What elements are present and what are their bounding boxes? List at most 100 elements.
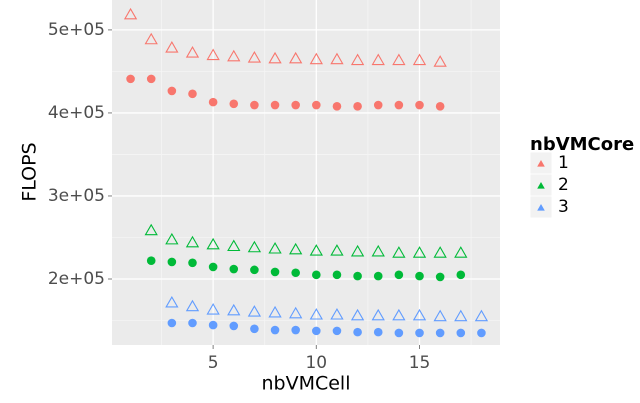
circle-point — [270, 267, 280, 277]
legend-marker — [537, 160, 545, 167]
circle-point — [415, 100, 424, 110]
triangle-point — [247, 51, 262, 63]
triangle-point — [144, 223, 158, 236]
legend-marker — [537, 204, 545, 211]
triangle-point — [474, 309, 489, 322]
circle-point — [353, 101, 362, 111]
triangle-point — [206, 237, 220, 250]
circle-point — [332, 326, 342, 336]
triangle-point — [392, 308, 406, 321]
triangle-point — [412, 53, 427, 66]
triangle-point — [309, 52, 323, 65]
triangle-point — [185, 235, 200, 248]
triangle-point — [330, 308, 344, 320]
circle-point — [167, 257, 177, 267]
y-axis-title: FLOPS — [19, 142, 41, 201]
circle-point — [373, 100, 383, 110]
circle-point — [477, 328, 486, 338]
circle-point — [435, 328, 445, 338]
triangle-point — [289, 306, 303, 319]
triangle-point — [289, 242, 303, 255]
triangle-point — [309, 244, 323, 256]
y-tick-label: 5e+05 — [48, 20, 105, 40]
circle-point — [456, 328, 466, 338]
triangle-point — [144, 32, 158, 45]
legend-label: 2 — [558, 175, 569, 195]
triangle-point — [268, 241, 282, 254]
circle-point — [332, 270, 342, 280]
triangle-point — [185, 299, 200, 312]
x-axis-title: nbVMCell — [261, 373, 350, 395]
x-tick-label: 15 — [409, 353, 431, 373]
circle-point — [312, 326, 321, 336]
circle-point — [167, 318, 177, 328]
triangle-point — [392, 246, 406, 258]
circle-point — [229, 264, 239, 274]
triangle-point — [185, 46, 200, 58]
triangle-point — [123, 7, 138, 20]
circle-point — [291, 268, 300, 278]
triangle-point — [433, 246, 447, 258]
triangle-point — [454, 309, 468, 322]
circle-point — [312, 100, 321, 110]
triangle-point — [165, 41, 179, 53]
circle-point — [208, 262, 218, 272]
legend-title: nbVMCore — [530, 134, 634, 155]
circle-point — [332, 101, 342, 111]
circle-point — [373, 271, 383, 281]
circle-point — [270, 100, 280, 110]
triangle-point — [268, 51, 282, 64]
circle-point — [394, 270, 404, 280]
circle-point — [353, 327, 362, 337]
circle-point — [250, 265, 259, 275]
triangle-point — [227, 303, 241, 316]
triangle-point — [371, 308, 385, 321]
circle-point — [456, 270, 466, 280]
triangle-point — [227, 49, 241, 62]
triangle-point — [289, 51, 303, 64]
triangle-point — [206, 48, 220, 61]
triangle-point — [371, 53, 385, 66]
triangle-point — [330, 244, 344, 256]
circle-point — [146, 74, 156, 84]
triangle-point — [412, 308, 427, 321]
circle-point — [188, 258, 197, 268]
circle-point — [394, 100, 404, 110]
circle-point — [291, 325, 300, 335]
triangle-point — [247, 305, 262, 317]
legend-marker — [537, 182, 545, 189]
triangle-point — [330, 52, 344, 65]
circle-point — [126, 74, 135, 84]
circle-point — [291, 100, 300, 110]
triangle-point — [350, 244, 365, 257]
triangle-point — [350, 53, 365, 66]
circle-point — [435, 101, 445, 111]
circle-point — [208, 320, 218, 330]
circle-point — [188, 89, 197, 99]
triangle-point — [392, 53, 406, 66]
triangle-point — [433, 55, 447, 67]
circle-point — [208, 97, 218, 107]
triangle-point — [412, 246, 427, 258]
circle-point — [167, 86, 177, 96]
legend-label: 3 — [558, 197, 569, 217]
triangle-point — [165, 232, 179, 245]
triangle-point — [227, 239, 241, 252]
legend-label: 1 — [558, 153, 569, 173]
triangle-point — [309, 308, 323, 320]
circle-point — [415, 271, 424, 281]
circle-point — [146, 256, 156, 266]
circle-point — [373, 327, 383, 337]
circle-point — [435, 272, 445, 282]
circle-point — [353, 271, 362, 281]
circle-point — [415, 328, 424, 338]
x-tick-label: 5 — [208, 353, 219, 373]
triangle-point — [350, 308, 365, 321]
circle-point — [312, 270, 321, 280]
y-tick-label: 4e+05 — [48, 103, 105, 123]
triangle-point — [433, 309, 447, 322]
triangle-point — [268, 305, 282, 318]
y-tick-label: 3e+05 — [48, 186, 105, 206]
circle-point — [394, 328, 404, 338]
